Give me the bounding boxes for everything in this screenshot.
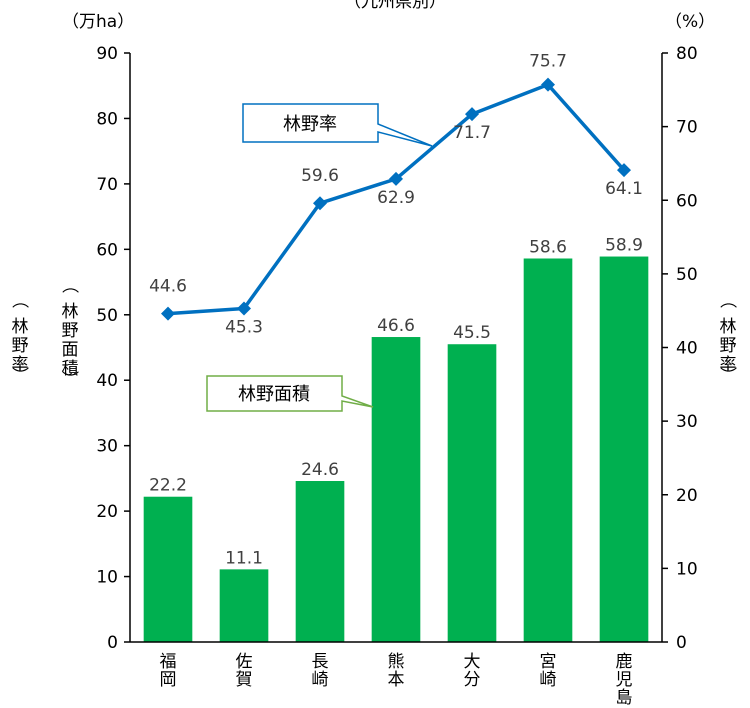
x-axis-labels: 福岡 佐賀 長崎 熊本 大分 宮崎 鹿児島	[160, 652, 633, 708]
line-value-label: 64.1	[605, 179, 643, 199]
right-axis-title: （ 林野率）	[717, 292, 737, 384]
line-value-labels: 44.6 45.3 59.6 62.9 71.7 75.7 64.1	[149, 52, 643, 338]
line-marker	[313, 196, 327, 211]
bar-series-callout: 林野面積	[206, 375, 374, 412]
svg-text:）: ）	[59, 371, 79, 388]
line-value-label: 71.7	[453, 123, 491, 143]
bar	[447, 344, 497, 642]
bar-callout-text: 林野面積	[238, 384, 310, 405]
svg-text:林: 林	[62, 302, 79, 322]
bar	[295, 481, 345, 642]
svg-text:野: 野	[12, 336, 29, 356]
left-tick-label: 70	[96, 175, 118, 195]
bar-value-label: 58.9	[605, 236, 643, 256]
bar-value-label: 58.6	[529, 237, 567, 257]
left-axis-title: （林野面積）（林野率）	[9, 277, 79, 388]
svg-text:林: 林	[12, 317, 29, 337]
left-tick-label: 80	[96, 109, 118, 129]
right-unit-label: （%）	[665, 12, 715, 32]
left-tick-label: 50	[96, 306, 118, 326]
right-tick-label: 40	[676, 339, 698, 359]
line-value-label: 45.3	[225, 317, 263, 337]
x-category-label: 宮崎	[540, 652, 557, 690]
svg-text:野: 野	[62, 321, 79, 341]
right-tick-label: 50	[676, 265, 698, 285]
x-category-label: 長崎	[312, 652, 329, 690]
left-tick-label: 30	[96, 437, 118, 457]
left-tick-label: 10	[96, 568, 118, 588]
bar-value-label: 22.2	[149, 476, 187, 496]
bar	[143, 496, 193, 642]
right-tick-label: 60	[676, 191, 698, 211]
svg-text:野: 野	[720, 336, 737, 356]
right-tick-label: 20	[676, 486, 698, 506]
right-axis-ticks: 0 10 20 30 40 50 60 70 80	[662, 44, 698, 653]
x-category-label: 鹿児島	[616, 652, 633, 708]
line-marker	[465, 107, 479, 122]
svg-text:林: 林	[720, 317, 737, 337]
svg-text:率: 率	[720, 355, 737, 375]
right-tick-label: 70	[676, 118, 698, 138]
svg-text:（: （	[717, 292, 737, 309]
x-category-label: 大分	[464, 652, 481, 690]
bar	[371, 337, 421, 642]
svg-text:）: ）	[9, 367, 29, 384]
svg-text:（: （	[59, 277, 79, 294]
svg-text:面: 面	[62, 340, 79, 360]
line-value-label: 44.6	[149, 277, 187, 297]
left-tick-label: 60	[96, 240, 118, 260]
bar	[219, 569, 269, 642]
right-tick-label: 80	[676, 44, 698, 64]
line-marker	[237, 301, 251, 316]
chart-title: （九州県別）	[344, 0, 446, 12]
left-tick-label: 40	[96, 371, 118, 391]
left-unit-label: （万ha）	[62, 12, 134, 32]
bar-value-label: 46.6	[377, 316, 415, 336]
svg-text:）: ）	[717, 367, 737, 384]
bar-value-label: 11.1	[225, 548, 263, 568]
left-tick-label: 90	[96, 44, 118, 64]
line-callout-box	[242, 103, 433, 147]
bar-callout-box	[206, 375, 374, 412]
right-tick-label: 10	[676, 559, 698, 579]
bar-value-label: 24.6	[301, 460, 339, 480]
line-marker	[617, 163, 631, 178]
line-value-label: 59.6	[301, 166, 339, 186]
bar	[523, 258, 573, 642]
right-tick-label: 30	[676, 412, 698, 432]
line-callout-text: 林野率	[283, 114, 337, 135]
line-series-callout: 林野率	[242, 103, 433, 147]
bar-value-labels: 22.2 11.1 24.6 46.6 45.5 58.6 58.9	[149, 236, 643, 569]
left-axis-ticks: 0 10 20 30 40 50 60 70 80 90	[96, 44, 130, 653]
line-series-forest-ratio	[161, 77, 631, 321]
svg-text:率: 率	[12, 355, 29, 375]
line-marker	[389, 171, 403, 186]
left-tick-label: 0	[107, 633, 118, 653]
svg-text:（: （	[9, 292, 29, 309]
bar-series-forest-area	[143, 256, 649, 642]
line-marker	[541, 77, 555, 92]
line-value-label: 75.7	[529, 52, 567, 72]
bar	[599, 256, 649, 642]
left-tick-label: 20	[96, 502, 118, 522]
x-category-label: 熊本	[388, 652, 405, 690]
line-marker	[161, 306, 175, 321]
x-category-label: 佐賀	[236, 652, 253, 690]
line-value-label: 62.9	[377, 188, 415, 208]
x-category-label: 福岡	[160, 652, 177, 690]
bar-value-label: 45.5	[453, 323, 491, 343]
right-tick-label: 0	[676, 633, 687, 653]
svg-text:積: 積	[62, 359, 79, 379]
